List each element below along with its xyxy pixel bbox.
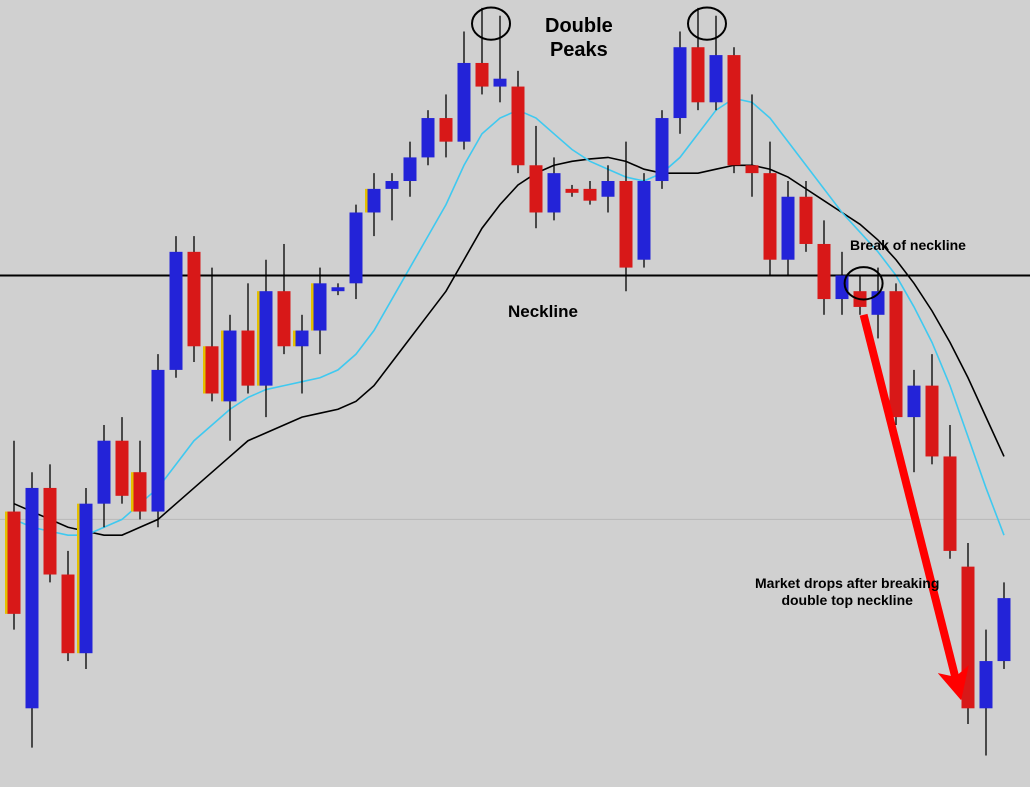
label-neckline: Neckline: [508, 302, 578, 322]
label-market-drops: Market drops after breaking double top n…: [755, 575, 939, 609]
label-double-peaks: Double Peaks: [545, 14, 613, 62]
label-break-neckline: Break of neckline: [850, 237, 966, 254]
candlestick-chart: [0, 0, 1030, 787]
